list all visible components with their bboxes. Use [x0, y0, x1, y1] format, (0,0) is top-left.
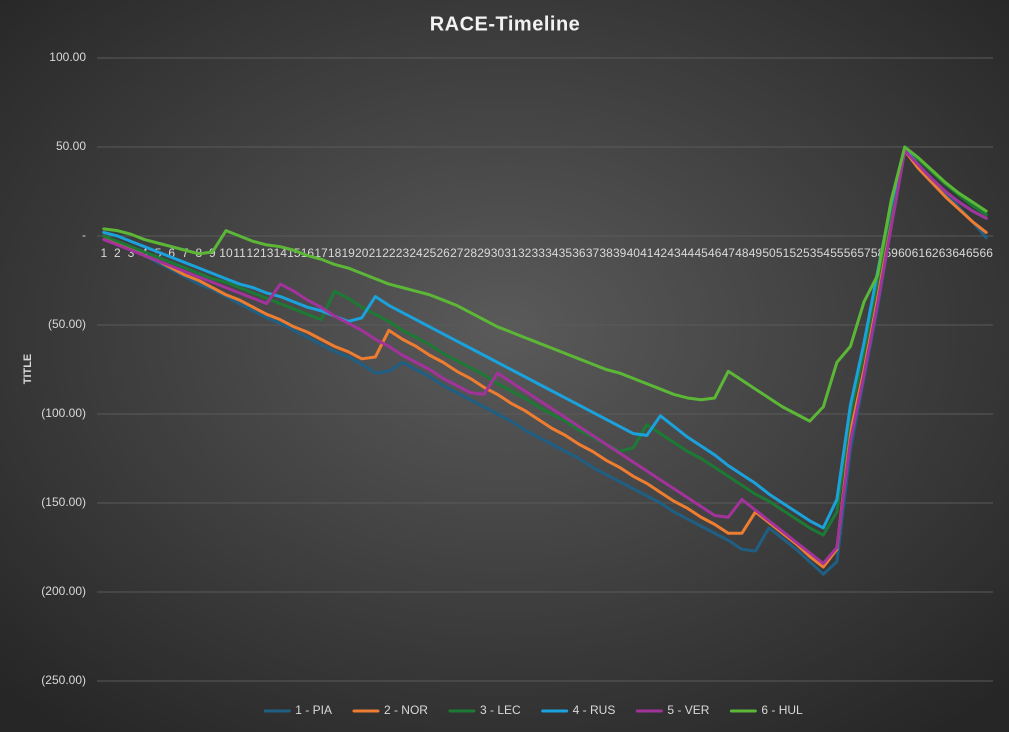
x-tick-label: 36	[572, 246, 586, 260]
x-tick-label: 61	[912, 246, 926, 260]
x-tick-label: 40	[627, 246, 641, 260]
y-tick-label: (250.00)	[41, 673, 86, 687]
x-tick-label: 54	[817, 246, 831, 260]
x-tick-label: 22	[382, 246, 396, 260]
y-tick-label: -	[82, 228, 86, 242]
x-tick-label: 45	[694, 246, 708, 260]
x-tick-label: 60	[898, 246, 912, 260]
x-tick-label: 51	[776, 246, 790, 260]
x-tick-label: 18	[328, 246, 342, 260]
x-tick-label: 37	[586, 246, 600, 260]
x-tick-label: 12	[246, 246, 260, 260]
x-tick-label: 57	[857, 246, 871, 260]
y-axis-title: TITLE	[22, 354, 34, 385]
legend-label: 5 - VER	[667, 703, 709, 717]
legend-label: 3 - LEC	[480, 703, 521, 717]
x-tick-label: 31	[504, 246, 518, 260]
x-tick-label: 44	[681, 246, 695, 260]
x-tick-label: 62	[925, 246, 939, 260]
x-tick-label: 30	[491, 246, 505, 260]
x-tick-label: 50	[762, 246, 776, 260]
x-tick-label: 53	[803, 246, 817, 260]
x-tick-label: 52	[789, 246, 803, 260]
x-tick-label: 2	[114, 246, 121, 260]
x-tick-label: 28	[464, 246, 478, 260]
y-tick-label: (100.00)	[41, 406, 86, 420]
x-tick-label: 32	[518, 246, 532, 260]
x-tick-label: 33	[532, 246, 546, 260]
x-tick-label: 17	[314, 246, 328, 260]
x-tick-label: 42	[654, 246, 668, 260]
y-tick-label: (200.00)	[41, 584, 86, 598]
x-tick-label: 6	[168, 246, 175, 260]
x-tick-label: 14	[274, 246, 288, 260]
y-tick-label: (50.00)	[48, 317, 86, 331]
series-line	[102, 147, 988, 530]
x-tick-label: 35	[559, 246, 573, 260]
legend-label: 1 - PIA	[295, 703, 332, 717]
x-tick-label: 64	[952, 246, 966, 260]
x-tick-label: 10	[219, 246, 233, 260]
x-tick-label: 27	[450, 246, 464, 260]
legend-label: 2 - NOR	[384, 703, 428, 717]
x-tick-label: 26	[437, 246, 451, 260]
series-line	[102, 149, 988, 566]
x-tick-label: 19	[341, 246, 355, 260]
x-tick-label: 41	[640, 246, 654, 260]
x-tick-label: 25	[423, 246, 437, 260]
x-tick-label: 56	[844, 246, 858, 260]
series-line	[102, 145, 988, 423]
x-tick-label: 39	[613, 246, 627, 260]
x-tick-label: 20	[355, 246, 369, 260]
x-tick-label: 7	[182, 246, 189, 260]
x-tick-label: 55	[830, 246, 844, 260]
x-tick-label: 43	[667, 246, 681, 260]
legend-label: 4 - RUS	[573, 703, 616, 717]
x-tick-label: 29	[477, 246, 491, 260]
x-tick-label: 46	[708, 246, 722, 260]
x-tick-label: 48	[735, 246, 749, 260]
x-tick-label: 65	[966, 246, 980, 260]
x-tick-label: 24	[409, 246, 423, 260]
series-line	[102, 145, 988, 537]
x-tick-label: 13	[260, 246, 274, 260]
y-tick-label: (150.00)	[41, 495, 86, 509]
chart-title: RACE-Timeline	[430, 13, 581, 35]
x-tick-label: 1	[100, 246, 107, 260]
x-tick-label: 34	[545, 246, 559, 260]
x-tick-label: 11	[233, 246, 246, 260]
series-line	[102, 149, 988, 576]
x-tick-label: 23	[396, 246, 410, 260]
x-tick-label: 38	[599, 246, 613, 260]
x-tick-label: 21	[369, 246, 383, 260]
x-tick-label: 66	[980, 246, 994, 260]
y-tick-label: 50.00	[56, 139, 86, 153]
y-tick-label: 100.00	[49, 50, 86, 64]
x-tick-label: 47	[722, 246, 736, 260]
x-tick-label: 63	[939, 246, 953, 260]
x-tick-label: 3	[128, 246, 135, 260]
x-tick-label: 49	[749, 246, 763, 260]
legend-label: 6 - HUL	[761, 703, 803, 717]
